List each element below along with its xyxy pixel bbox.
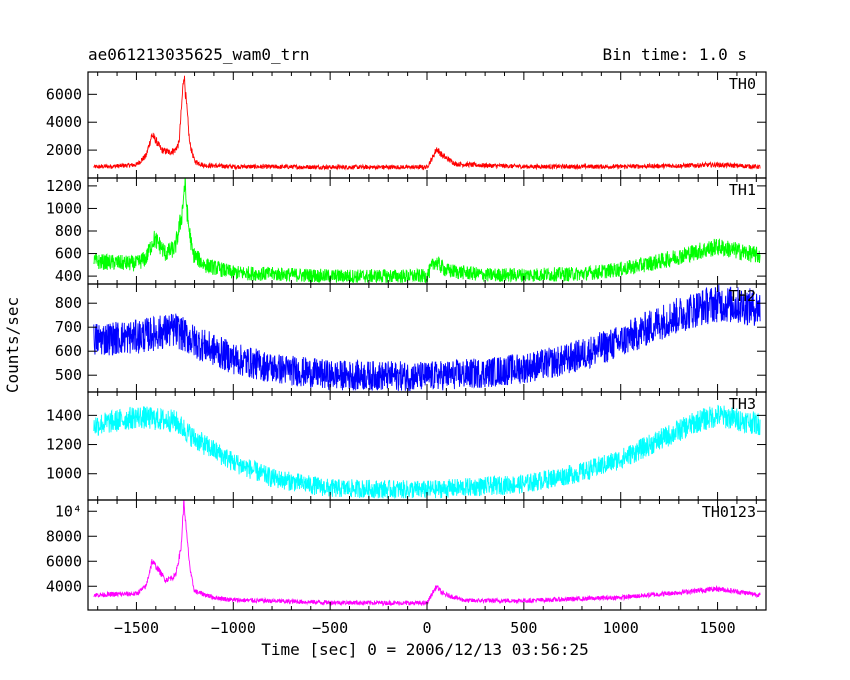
panel-th1: 400 600 800 1000 1200 TH1 <box>46 177 767 285</box>
series-line-th0123 <box>93 500 761 607</box>
panel-frame <box>87 391 767 501</box>
series-line-th3 <box>93 404 761 500</box>
x-tick-label: −1000 <box>211 619 256 637</box>
y-tick-label: 500 <box>55 366 82 384</box>
y-tick-label: 4000 <box>46 113 82 131</box>
panel-label: TH3 <box>729 395 756 413</box>
y-tick-label: 600 <box>55 342 82 360</box>
x-tick-label: 0 <box>422 619 431 637</box>
y-tick-label: 1000 <box>46 199 82 217</box>
y-tick-label: 700 <box>55 318 82 336</box>
y-tick-label: 2000 <box>46 141 82 159</box>
panel-th0123: 4000 6000 8000 10⁴ TH0123 <box>46 499 767 611</box>
panel-th3: 1000 1200 1400 TH3 <box>46 391 767 501</box>
panel-th2: 500 600 700 800 TH2 <box>55 283 767 393</box>
series-line-th0 <box>93 75 761 171</box>
y-tick-label: 4000 <box>46 577 82 595</box>
x-tick-label: −500 <box>312 619 348 637</box>
y-tick-label: 1200 <box>46 436 82 454</box>
x-tick-label: 500 <box>510 619 537 637</box>
bin-time-label: Bin time: 1.0 s <box>603 45 748 64</box>
y-tick-label: 600 <box>55 245 82 263</box>
y-tick-label: 1400 <box>46 406 82 424</box>
panel-label: TH2 <box>729 287 756 305</box>
y-tick-label: 1000 <box>46 465 82 483</box>
y-tick-label: 800 <box>55 294 82 312</box>
chart-title: ae061213035625_wam0_trn <box>88 45 310 64</box>
panel-label: TH1 <box>729 181 756 199</box>
panel-label: TH0123 <box>702 503 756 521</box>
series-line-th2 <box>93 284 761 392</box>
y-tick-label: 800 <box>55 222 82 240</box>
y-tick-label: 1200 <box>46 177 82 195</box>
y-axis-label: Counts/sec <box>3 297 22 393</box>
y-tick-label: 10⁴ <box>55 502 82 520</box>
panel-frame <box>87 71 767 179</box>
x-axis-label: Time [sec] 0 = 2006/12/13 03:56:25 <box>261 640 589 659</box>
panel-label: TH0 <box>729 75 756 93</box>
y-tick-label: 8000 <box>46 527 82 545</box>
y-tick-label: 400 <box>55 267 82 285</box>
series-line-th1 <box>93 178 761 284</box>
x-tick-label: 1000 <box>603 619 639 637</box>
y-tick-label: 6000 <box>46 85 82 103</box>
x-tick-label: −1500 <box>114 619 159 637</box>
y-tick-label: 6000 <box>46 552 82 570</box>
panel-th0: 2000 4000 6000 TH0 <box>46 71 767 179</box>
x-tick-label: 1500 <box>700 619 736 637</box>
